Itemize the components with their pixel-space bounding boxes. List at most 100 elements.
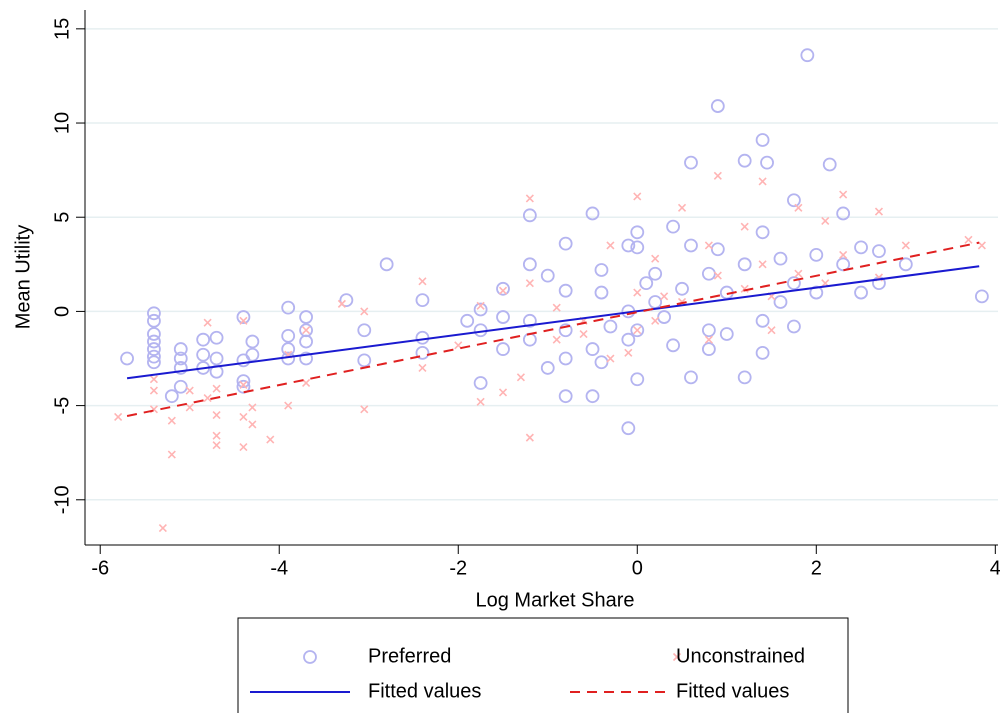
point — [787, 319, 801, 334]
point — [147, 313, 161, 328]
point — [418, 363, 427, 372]
point — [418, 277, 427, 286]
point — [522, 332, 537, 347]
point — [415, 293, 430, 308]
point — [245, 334, 260, 349]
point — [660, 292, 669, 301]
point — [212, 431, 221, 440]
point — [558, 323, 573, 338]
point — [964, 235, 973, 244]
point — [239, 380, 248, 389]
point — [302, 378, 311, 388]
point — [212, 410, 221, 420]
point — [630, 240, 645, 255]
point — [898, 257, 913, 272]
point — [266, 435, 275, 444]
point — [281, 328, 296, 343]
point — [740, 222, 749, 231]
point — [284, 401, 293, 410]
y-tick-label: 5 — [51, 212, 73, 223]
x-tick-label: 2 — [811, 557, 822, 579]
point — [755, 313, 770, 328]
point — [630, 372, 645, 387]
point — [701, 342, 716, 356]
point — [558, 236, 573, 251]
point — [415, 345, 430, 360]
point — [337, 299, 346, 308]
point — [476, 301, 485, 310]
x-axis-label: Log Market Share — [476, 589, 635, 611]
point — [585, 206, 600, 221]
legend-label: Preferred — [368, 645, 451, 667]
point — [787, 276, 801, 291]
point — [299, 334, 313, 349]
point — [209, 351, 224, 366]
point — [594, 285, 609, 300]
point — [147, 334, 161, 349]
point — [974, 289, 989, 304]
point — [621, 421, 636, 436]
legend-symbol — [303, 650, 317, 664]
point — [473, 302, 488, 317]
point — [522, 257, 537, 272]
point — [248, 420, 257, 429]
point — [684, 155, 698, 170]
point — [525, 433, 534, 442]
point — [639, 276, 654, 291]
point — [360, 307, 369, 316]
point — [147, 342, 161, 356]
point — [236, 374, 251, 389]
point — [196, 332, 211, 347]
point — [701, 266, 716, 281]
point — [758, 177, 767, 186]
x-tick-label: -6 — [91, 557, 109, 579]
point — [203, 393, 212, 403]
point — [633, 288, 642, 297]
point — [496, 281, 510, 296]
point — [758, 260, 767, 269]
point — [710, 99, 725, 113]
point — [767, 326, 776, 335]
point — [822, 157, 837, 172]
fit-line — [126, 241, 980, 417]
point — [149, 386, 158, 395]
point — [737, 370, 752, 385]
legend-label: Fitted values — [676, 680, 789, 702]
point — [839, 250, 848, 259]
x-tick-label: 0 — [632, 557, 643, 579]
point — [498, 388, 508, 397]
point — [299, 351, 313, 366]
point — [755, 225, 770, 240]
legend: Preferred Unconstrained Fitted values Fitte… — [237, 617, 849, 713]
point — [773, 295, 788, 309]
point — [120, 351, 134, 366]
point — [737, 257, 752, 272]
point — [415, 330, 430, 345]
point — [657, 310, 672, 324]
point — [173, 351, 188, 366]
point — [809, 285, 824, 300]
point — [704, 335, 713, 344]
point — [357, 353, 372, 368]
point — [874, 207, 884, 216]
point — [203, 318, 212, 327]
point — [630, 323, 645, 338]
point — [603, 319, 618, 334]
legend-symbol — [672, 652, 682, 662]
point — [239, 412, 248, 421]
point — [473, 376, 488, 390]
point — [147, 355, 161, 370]
point — [339, 293, 354, 308]
legend-box — [237, 617, 849, 713]
point — [236, 310, 251, 324]
grid — [85, 28, 998, 501]
point — [854, 240, 868, 255]
point — [558, 283, 573, 298]
x-tick-label: -2 — [449, 557, 467, 579]
point — [552, 335, 561, 344]
point — [164, 389, 179, 404]
point — [854, 285, 868, 300]
point — [585, 389, 600, 404]
point — [821, 216, 830, 226]
legend-label: Fitted values — [368, 680, 481, 702]
